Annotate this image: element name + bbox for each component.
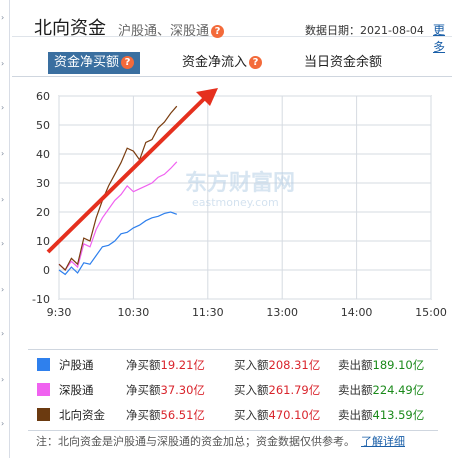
y-tick-label: 60	[36, 90, 50, 103]
y-tick-label: 10	[36, 235, 50, 248]
northbound-line-chart: -10 0 10 20 30 40 50 60 9:30 10:30 11:30 13:00 14:0…	[32, 88, 447, 319]
help-icon[interactable]: ?	[121, 56, 135, 69]
legend-row-sz: 深股通 净买额37.30亿 买入额261.79亿 卖出额224.49亿	[28, 377, 438, 403]
y-tick-label: 20	[36, 206, 50, 219]
help-icon[interactable]: ?	[249, 56, 263, 69]
footnote: 注：北向资金是沪股通与深股通的资金加总；资金数据仅供参考。 了解详细	[36, 435, 405, 448]
series-line-0	[58, 211, 178, 276]
x-tick-label: 11:30	[192, 306, 224, 319]
header-subtitle: 沪股通、深股通?	[118, 20, 225, 39]
tab-bar: 资金净买额? 资金净流入? 当日资金余额	[12, 52, 452, 77]
left-scroll-strip: › › › › › › › › › ›	[0, 0, 10, 458]
x-tick-label: 13:00	[266, 306, 298, 319]
x-tick-label: 9:30	[47, 306, 72, 319]
x-tick-label: 15:00	[415, 306, 447, 319]
series-swatch	[37, 408, 50, 421]
tab-net-buy[interactable]: 资金净买额?	[48, 52, 141, 74]
y-tick-label: 50	[36, 119, 50, 132]
data-date: 数据日期：2021-08-04	[305, 24, 424, 37]
series-line-2	[58, 105, 178, 271]
y-tick-label: 40	[36, 148, 50, 161]
plot-area	[58, 95, 432, 300]
trend-arrow-shaft	[46, 91, 212, 254]
x-tick-label: 10:30	[118, 306, 150, 319]
x-tick-label: 14:00	[341, 306, 373, 319]
tab-net-inflow[interactable]: 资金净流入?	[182, 52, 263, 74]
series-line-1	[58, 161, 178, 271]
tab-daily-balance[interactable]: 当日资金余额	[304, 55, 383, 70]
series-swatch	[37, 383, 50, 396]
y-tick-label: -10	[32, 293, 50, 306]
legend-table: 沪股通 净买额19.21亿 买入额208.31亿 卖出额189.10亿 深股通 …	[28, 349, 438, 431]
series-swatch	[37, 358, 50, 371]
watermark-domain: eastmoney.com	[192, 196, 279, 209]
help-icon[interactable]: ?	[211, 25, 225, 38]
trend-arrow-head	[196, 88, 218, 106]
section-header: 北向资金 沪股通、深股通? 数据日期：2021-08-04 更多	[12, 8, 452, 54]
learn-more-link[interactable]: 了解详细	[361, 435, 405, 448]
more-link[interactable]: 更多	[433, 23, 446, 54]
y-tick-label: 0	[43, 264, 50, 277]
watermark-logo: 东方财富网	[185, 170, 295, 196]
y-tick-label: 30	[36, 177, 50, 190]
legend-row-sh: 沪股通 净买额19.21亿 买入额208.31亿 卖出额189.10亿	[28, 352, 438, 378]
page-title: 北向资金	[34, 18, 106, 39]
legend-row-north: 北向资金 净买额56.51亿 买入额470.10亿 卖出额413.59亿	[28, 402, 438, 428]
